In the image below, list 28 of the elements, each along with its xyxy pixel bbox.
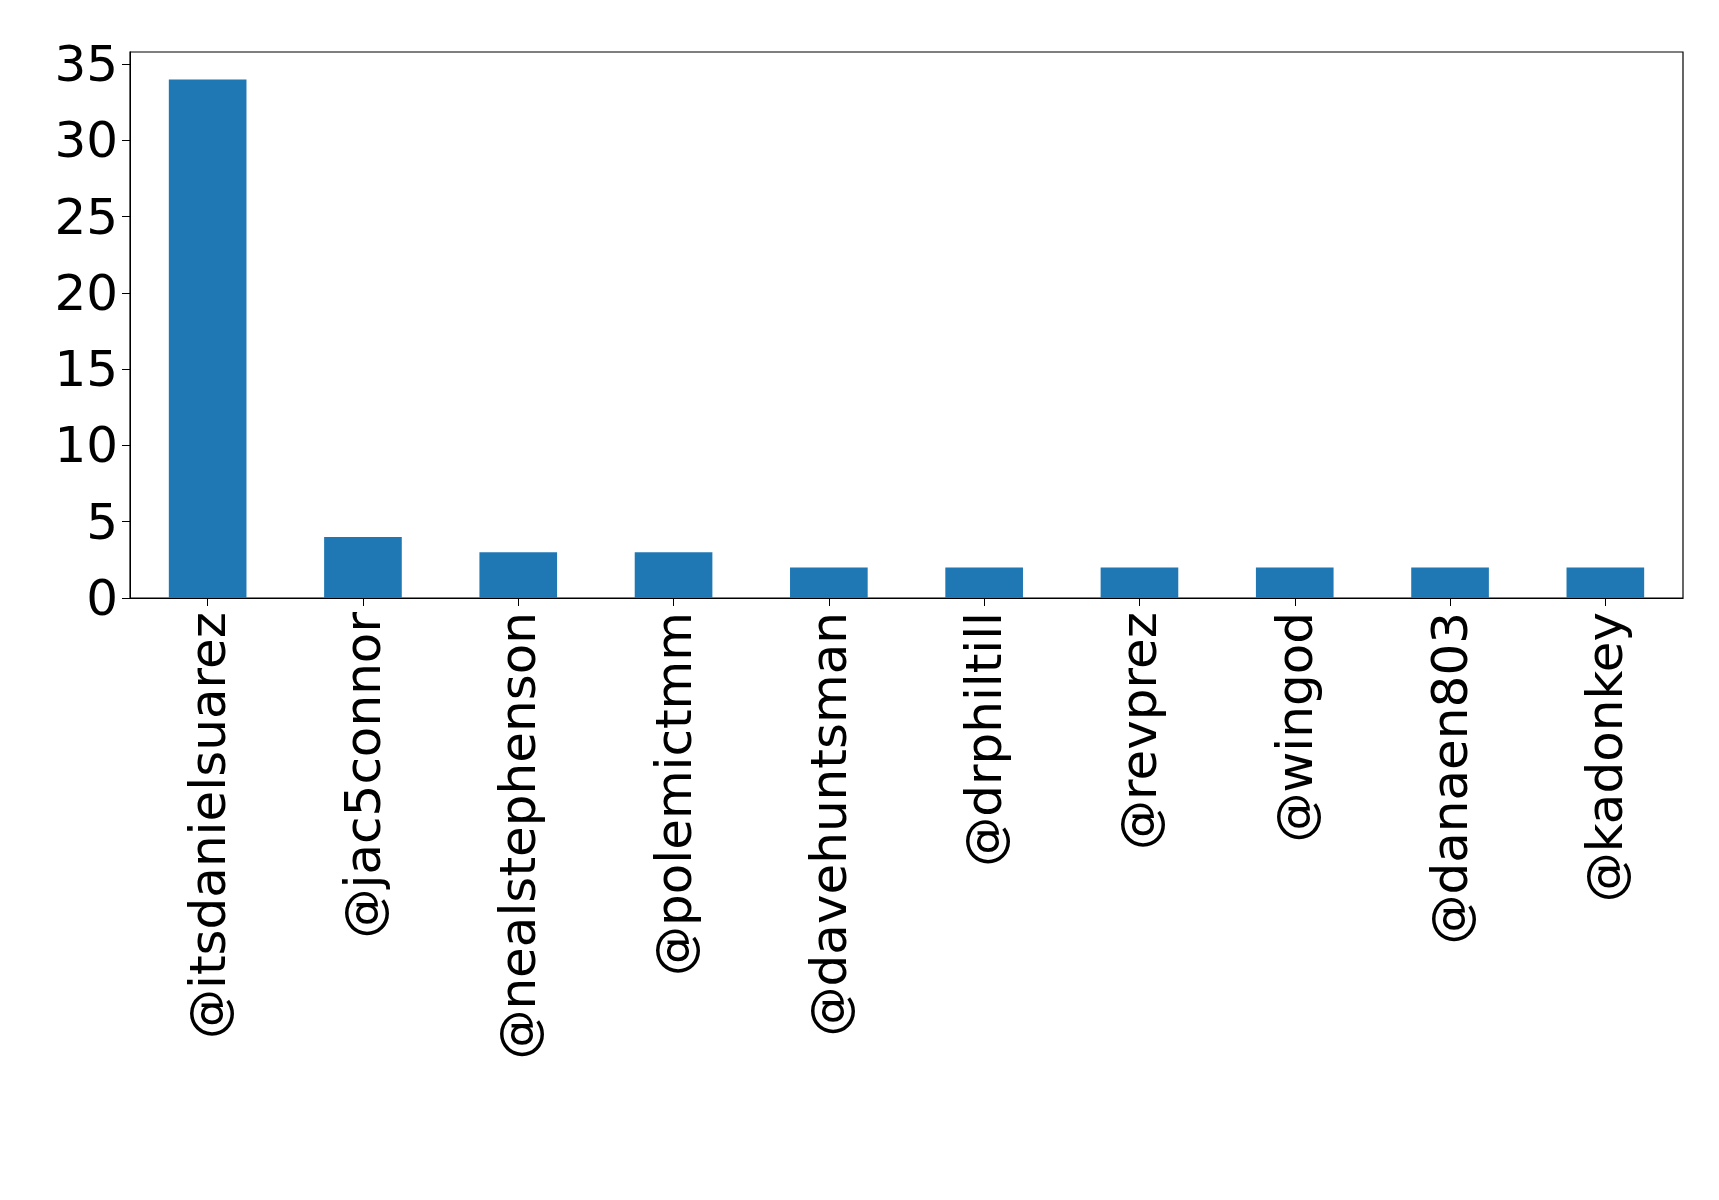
- y-tick-label: 30: [54, 111, 118, 170]
- x-tick-label: @wingod: [1265, 612, 1324, 843]
- bar: [634, 552, 713, 598]
- x-tick-label: @davehuntsman: [799, 612, 858, 1037]
- x-tick-label: @kadonkey: [1576, 612, 1635, 903]
- x-tick-label: @revprez: [1110, 612, 1169, 851]
- x-tick-label: @danaen803: [1421, 612, 1480, 945]
- y-tick-label: 10: [54, 416, 118, 475]
- bar: [1566, 567, 1645, 598]
- bar: [324, 536, 402, 598]
- y-tick-label: 0: [86, 569, 118, 627]
- x-tick-label: @polemictmm: [644, 612, 703, 977]
- y-tick-label: 35: [54, 35, 118, 94]
- y-tick-label: 15: [54, 340, 118, 399]
- y-tick-label: 25: [54, 187, 118, 246]
- bar: [1255, 567, 1334, 598]
- bar: [945, 567, 1023, 598]
- x-tick-label: @drphiltill: [955, 612, 1014, 867]
- x-tick-label: @jac5connor: [333, 611, 392, 939]
- bar: [168, 79, 247, 598]
- bar: [1100, 567, 1179, 598]
- x-tick-label: @itsdanielsuarez: [178, 612, 237, 1040]
- y-tick-label: 20: [54, 263, 118, 322]
- y-tick-label: 5: [86, 492, 118, 551]
- bar: [790, 567, 868, 598]
- x-tick-label: @nealstephenson: [489, 612, 548, 1060]
- bar: [1411, 567, 1489, 598]
- bar: [479, 552, 558, 598]
